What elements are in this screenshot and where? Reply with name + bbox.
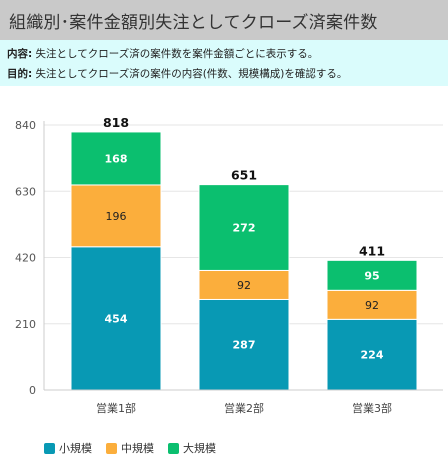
title-bar: 組織別･案件金額別失注としてクローズ済案件数 bbox=[0, 0, 448, 40]
content-text: 失注としてクローズ済の案件数を案件金額ごとに表示する。 bbox=[35, 48, 319, 60]
bar-value-label-営業2部-大規模: 272 bbox=[233, 222, 256, 235]
description-box: 内容: 失注としてクローズ済の案件数を案件金額ごとに表示する。 目的: 失注とし… bbox=[0, 40, 448, 86]
bar-営業3部-中規模 bbox=[326, 289, 418, 320]
legend-item-大規模[interactable]: 大規模 bbox=[168, 440, 216, 456]
total-label-営業1部: 818 bbox=[103, 115, 129, 130]
purpose-label: 目的: bbox=[7, 68, 33, 80]
bar-value-label-営業3部-大規模: 95 bbox=[364, 269, 379, 282]
legend-swatch bbox=[168, 442, 179, 454]
y-tick-label-840: 840 bbox=[15, 119, 36, 132]
legend-swatch bbox=[44, 442, 55, 454]
page-title: 組織別･案件金額別失注としてクローズ済案件数 bbox=[9, 12, 378, 33]
bar-営業1部-中規模 bbox=[70, 184, 162, 248]
bar-営業2部-中規模 bbox=[198, 269, 290, 300]
x-category-label-営業3部: 営業3部 bbox=[352, 401, 392, 415]
x-category-label-営業2部: 営業2部 bbox=[224, 401, 264, 415]
legend-label: 小規模 bbox=[59, 442, 92, 455]
legend-label: 中規模 bbox=[121, 442, 154, 455]
y-tick-label-210: 210 bbox=[15, 318, 36, 331]
content-description: 内容: 失注としてクローズ済の案件数を案件金額ごとに表示する。 bbox=[7, 44, 448, 64]
bar-営業2部-大規模 bbox=[198, 184, 290, 271]
bar-value-label-営業2部-中規模: 92 bbox=[237, 279, 251, 292]
bar-value-label-営業1部-小規模: 454 bbox=[105, 312, 128, 325]
legend-item-中規模[interactable]: 中規模 bbox=[106, 440, 154, 456]
legend-item-小規模[interactable]: 小規模 bbox=[44, 440, 92, 456]
chart-legend: 小規模 中規模 大規模 bbox=[44, 440, 230, 456]
content-label: 内容: bbox=[7, 48, 33, 60]
total-label-営業2部: 651 bbox=[231, 168, 257, 183]
legend-swatch bbox=[106, 442, 117, 454]
bar-value-label-営業2部-小規模: 287 bbox=[233, 339, 256, 352]
bar-value-label-営業3部-小規模: 224 bbox=[361, 349, 384, 362]
y-tick-label-0: 0 bbox=[29, 384, 36, 397]
bar-value-label-営業1部-中規模: 196 bbox=[106, 210, 127, 223]
y-tick-label-420: 420 bbox=[15, 252, 36, 265]
bar-営業3部-小規模 bbox=[326, 318, 418, 391]
legend-label: 大規模 bbox=[183, 442, 216, 455]
chart-area: 0 210 420 630 840 454 196 168 818 営業1部 287 92 272 651… bbox=[0, 86, 448, 457]
bar-営業1部-大規模 bbox=[70, 131, 162, 186]
y-tick-label-630: 630 bbox=[15, 185, 36, 198]
total-label-営業3部: 411 bbox=[359, 243, 385, 258]
bar-value-label-営業1部-大規模: 168 bbox=[105, 152, 128, 165]
purpose-text: 失注としてクローズ済の案件の内容(件数、規模構成)を確認する。 bbox=[35, 68, 348, 80]
purpose-description: 目的: 失注としてクローズ済の案件の内容(件数、規模構成)を確認する。 bbox=[7, 64, 448, 84]
bar-営業3部-大規模 bbox=[326, 259, 418, 291]
x-category-label-営業1部: 営業1部 bbox=[96, 401, 136, 415]
bar-value-label-営業3部-中規模: 92 bbox=[365, 299, 379, 312]
stacked-bar-chart: 0 210 420 630 840 454 196 168 818 営業1部 287 92 272 651… bbox=[15, 115, 443, 415]
